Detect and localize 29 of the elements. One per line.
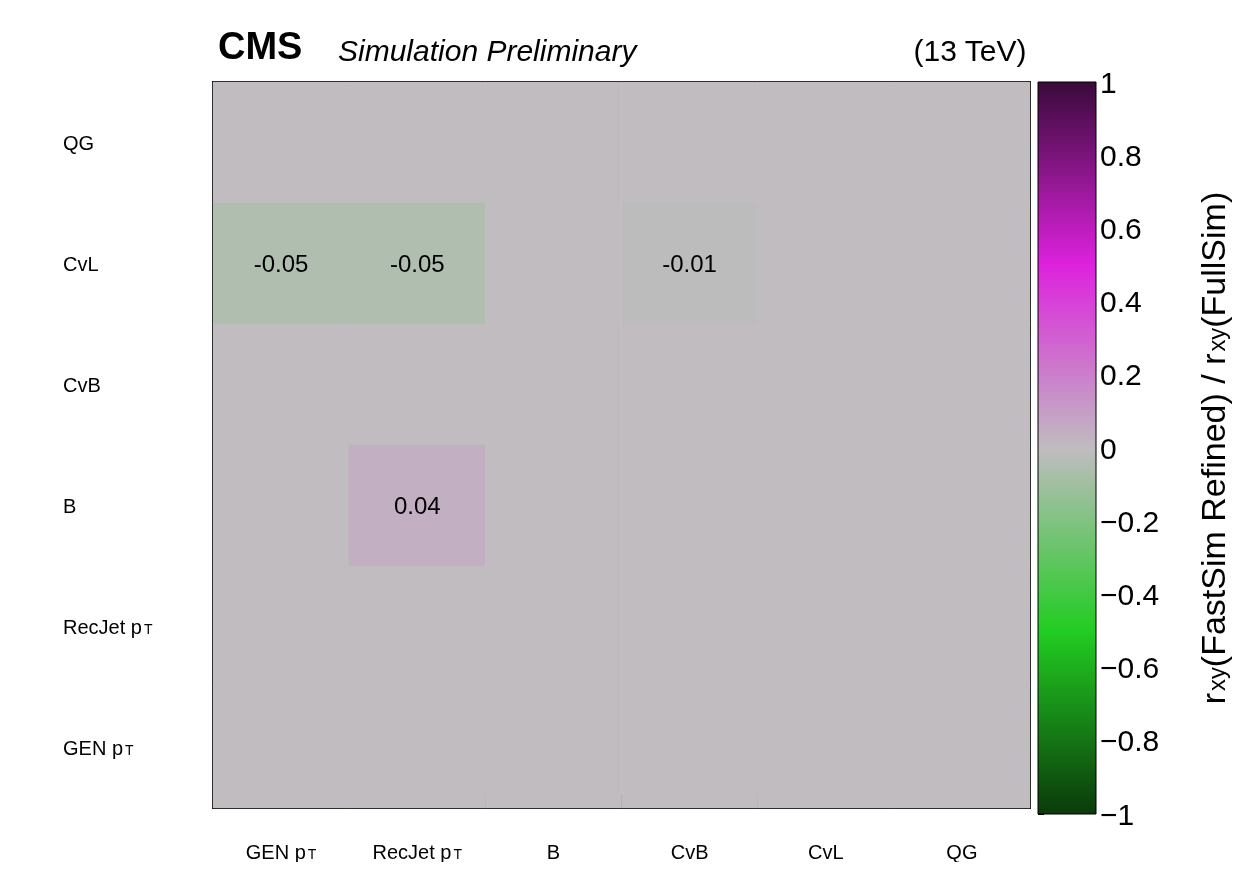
x-tick-label: CvL [807, 841, 844, 863]
y-tick-label: CvB [63, 373, 101, 396]
data-label: -0.05 [253, 250, 309, 277]
color-bar-label: 0.8 [1100, 138, 1142, 172]
color-bar-title: rxy(FastSim Refined) / rxy(FullSim) [1194, 191, 1232, 705]
y-tick-label: CvL [63, 252, 99, 275]
data-label: -0.01 [662, 250, 717, 277]
color-bar-label: −0.8 [1100, 724, 1160, 758]
x-tick-label: CvB [670, 841, 709, 863]
y-tick-label: B [63, 494, 77, 517]
color-bar-label: 0.2 [1100, 358, 1142, 392]
y-tick-label: QG [63, 131, 95, 154]
color-bar-label: −0.4 [1100, 577, 1160, 611]
color-bar-label: 0.6 [1100, 211, 1142, 245]
text: (13 TeV) [913, 33, 1027, 67]
y-tick-label: RecJet pT [63, 615, 153, 638]
color-bar-label: −0.6 [1100, 651, 1160, 685]
color-bar-label: −0.2 [1100, 504, 1160, 538]
color-bar-label: 1 [1100, 65, 1117, 99]
data-label: 0.04 [393, 492, 441, 519]
chart-subtitle: Simulation Preliminary [338, 33, 639, 67]
data-label: -0.05 [389, 250, 445, 277]
x-tick-label: QG [946, 841, 978, 863]
color-bar-label: −1 [1100, 797, 1135, 831]
y-tick-label: GEN pT [63, 736, 135, 759]
color-bar-label: 0.4 [1100, 285, 1142, 319]
chart-title: CMS [218, 25, 303, 67]
x-tick-label: B [546, 841, 561, 863]
color-bar-label: 0 [1100, 431, 1117, 465]
